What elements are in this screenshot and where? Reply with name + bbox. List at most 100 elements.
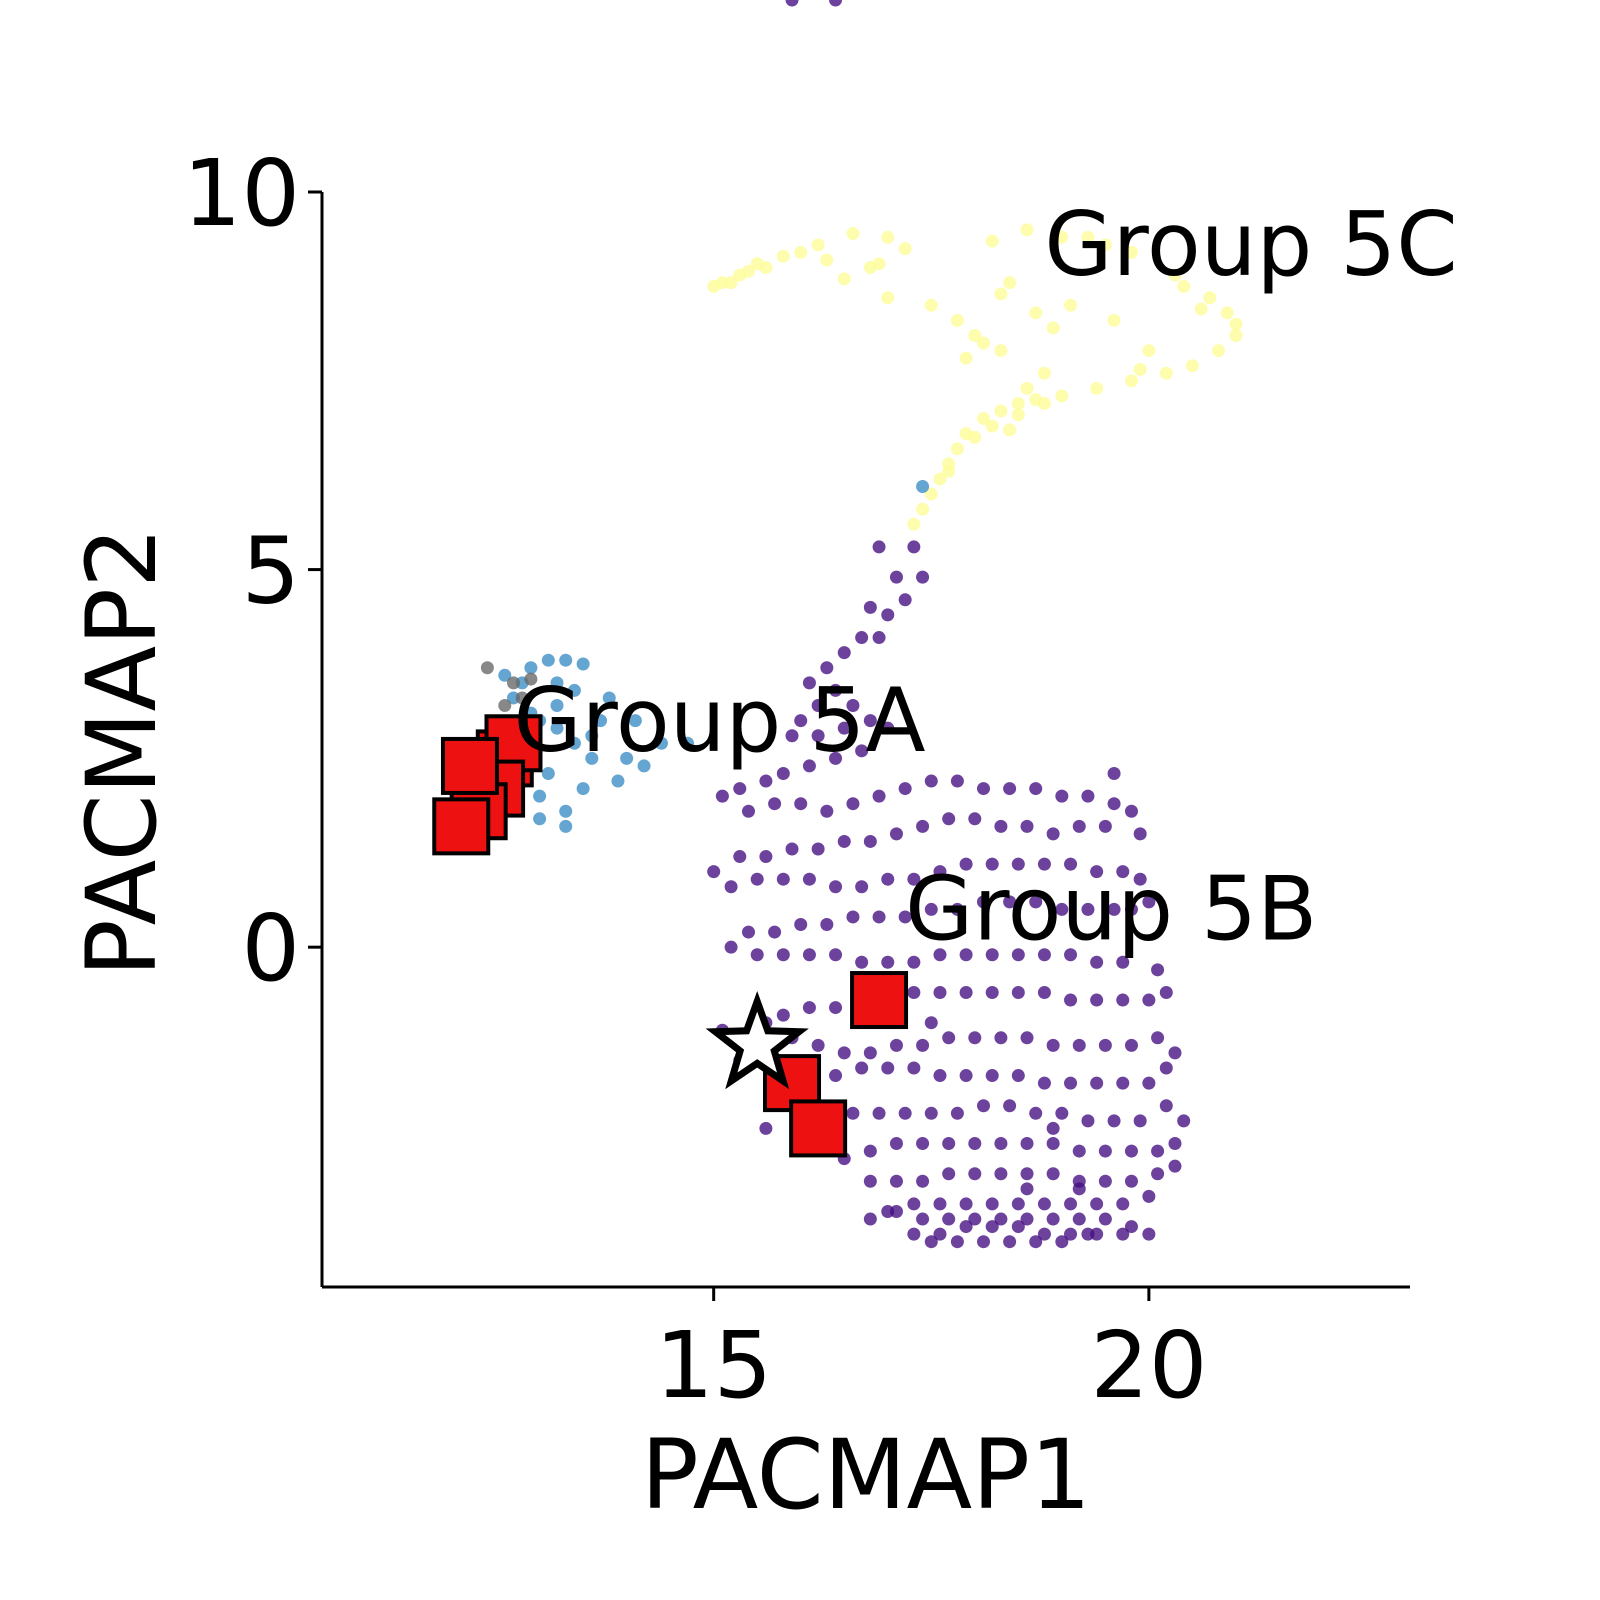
scatter-point xyxy=(559,653,573,667)
scatter-point xyxy=(829,0,843,7)
scatter-point xyxy=(907,985,921,999)
scatter-point xyxy=(776,766,790,780)
scatter-point xyxy=(1133,872,1147,886)
scatter-point xyxy=(1098,1174,1112,1188)
scatter-point xyxy=(707,865,721,879)
scatter-point xyxy=(1037,948,1051,962)
scatter-point xyxy=(620,751,634,765)
scatter-point xyxy=(1003,1235,1017,1249)
annotation-layer: Group 5A Group 5B Group 5C xyxy=(513,193,1457,961)
scatter-point xyxy=(916,1137,930,1151)
scatter-point xyxy=(1046,1121,1060,1135)
scatter-point xyxy=(1229,328,1243,342)
y-tick-label: 0 xyxy=(241,895,300,1002)
scatter-point xyxy=(1029,895,1043,909)
scatter-point xyxy=(977,782,991,796)
scatter-point xyxy=(1046,1167,1060,1181)
scatter-point xyxy=(1116,1227,1130,1241)
scatter-point xyxy=(1124,1144,1138,1158)
scatter-point xyxy=(654,736,668,750)
scatter-point xyxy=(776,1008,790,1022)
scatter-point xyxy=(1107,1114,1121,1128)
scatter-point xyxy=(1037,1197,1051,1211)
x-tick-label: 15 xyxy=(655,1312,772,1419)
scatter-point xyxy=(1090,381,1104,395)
scatter-point xyxy=(1020,819,1034,833)
scatter-point xyxy=(924,298,938,312)
scatter-point xyxy=(811,842,825,856)
scatter-point xyxy=(1020,1182,1034,1196)
scatter-point xyxy=(550,721,564,735)
scatter-point xyxy=(724,276,738,290)
scatter-point xyxy=(802,759,816,773)
scatter-point xyxy=(1098,1038,1112,1052)
scatter-point xyxy=(820,661,834,675)
scatter-point xyxy=(1185,359,1199,373)
scatter-point xyxy=(1003,782,1017,796)
scatter-point xyxy=(846,1106,860,1120)
scatter-point xyxy=(1037,1227,1051,1241)
scatter-point xyxy=(1064,1076,1078,1090)
scatter-point xyxy=(855,1061,869,1075)
scatter-point xyxy=(933,1197,947,1211)
scatter-point xyxy=(785,0,799,7)
highlight-square-marker xyxy=(789,1099,848,1158)
scatter-point xyxy=(968,1031,982,1045)
scatter-point xyxy=(881,872,895,886)
highlight-square-marker xyxy=(850,971,909,1030)
scatter-point xyxy=(550,699,564,713)
scatter-point xyxy=(1020,1167,1034,1181)
scatter-point xyxy=(985,1069,999,1083)
scatter-point xyxy=(1090,993,1104,1007)
scatter-point xyxy=(1020,381,1034,395)
points-layer xyxy=(432,0,1243,1249)
scatter-point xyxy=(759,1121,773,1135)
scatter-point xyxy=(829,948,843,962)
scatter-point xyxy=(933,1227,947,1241)
scatter-point xyxy=(1011,1220,1025,1234)
scatter-point xyxy=(1072,819,1086,833)
scatter-point xyxy=(811,1038,825,1052)
scatter-point xyxy=(837,1046,851,1060)
scatter-point xyxy=(968,328,982,342)
scatter-point xyxy=(1168,1046,1182,1060)
scatter-point xyxy=(707,279,721,293)
highlight-square-marker xyxy=(432,797,491,856)
scatter-point xyxy=(776,249,790,263)
scatter-point xyxy=(916,570,930,584)
scatter-point xyxy=(820,918,834,932)
scatter-point xyxy=(1142,993,1156,1007)
scatter-point xyxy=(1212,344,1226,358)
scatter-point xyxy=(846,797,860,811)
y-tick-label: 5 xyxy=(241,518,300,625)
scatter-point xyxy=(750,257,764,271)
scatter-point xyxy=(959,1069,973,1083)
scatter-point xyxy=(1020,223,1034,237)
scatter-point xyxy=(1072,1212,1086,1226)
group-annotation: Group 5C xyxy=(1044,193,1457,296)
scatter-point xyxy=(985,419,999,433)
scatter-point xyxy=(1037,985,1051,999)
scatter-point xyxy=(1142,895,1156,909)
scatter-point xyxy=(1168,1159,1182,1173)
scatter-point xyxy=(724,940,738,954)
scatter-point xyxy=(1029,306,1043,320)
scatter-point xyxy=(1177,279,1191,293)
scatter-point xyxy=(950,1106,964,1120)
scatter-point xyxy=(872,789,886,803)
scatter-point xyxy=(889,1204,903,1218)
x-axis-title: PACMAP1 xyxy=(641,1419,1091,1531)
series-circle-3 xyxy=(707,0,1191,1249)
series-circle-2 xyxy=(480,661,538,713)
scatter-point xyxy=(872,257,886,271)
scatter-point xyxy=(1098,819,1112,833)
scatter-point xyxy=(872,540,886,554)
scatter-point xyxy=(924,902,938,916)
scatter-point xyxy=(1055,1235,1069,1249)
scatter-point xyxy=(1072,1182,1086,1196)
tick-layer: 15 20 0 5 10 xyxy=(183,140,1207,1419)
scatter-point xyxy=(1064,993,1078,1007)
scatter-point xyxy=(1081,902,1095,916)
scatter-point xyxy=(1220,306,1234,320)
